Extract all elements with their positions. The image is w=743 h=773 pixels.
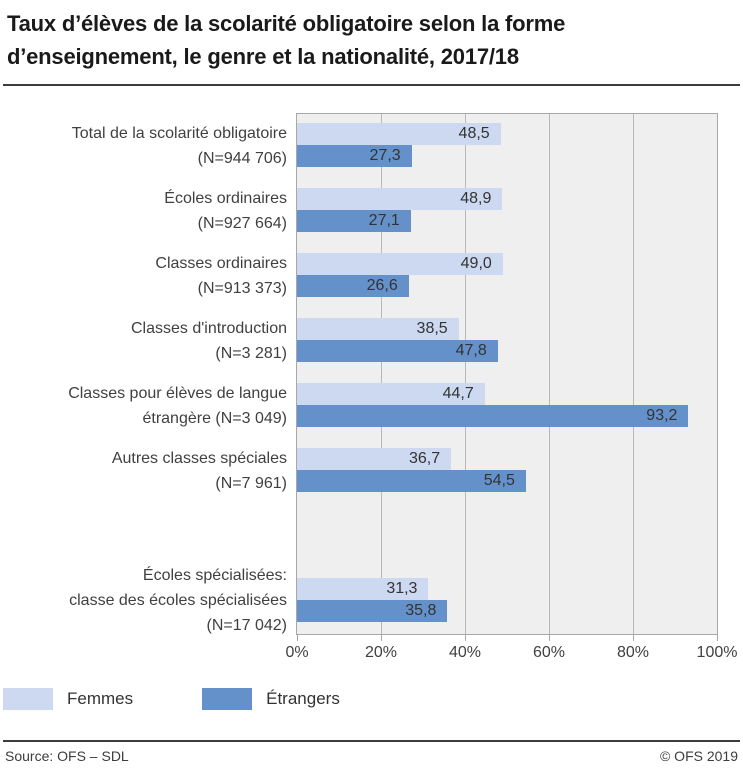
footer-divider [3, 740, 740, 742]
bar-value-label: 27,1 [368, 212, 400, 229]
legend-swatch-femmes [3, 688, 53, 710]
plot-area: 48,5 27,3 48,9 27,1 49,0 26,6 38,5 47,8 44,7 93,2… [296, 113, 718, 635]
category-label-line: Écoles spécialisées: [142, 567, 287, 584]
bar-value-label: 48,9 [460, 190, 492, 207]
category-label-line: Écoles ordinaires [164, 189, 287, 207]
x-axis-tick [548, 635, 550, 641]
page-title-line-2: d’enseignement, le genre et la nationali… [7, 44, 519, 69]
source-note: Source: OFS – SDL [5, 748, 129, 764]
bar-etrangers: 26,6 [297, 275, 409, 297]
category-label-line: étrangère (N=3 049) [142, 409, 287, 427]
category-label-line: Classes pour élèves de langue [68, 384, 287, 402]
x-axis-tick-label: 40% [448, 644, 482, 661]
bar-femmes: 49,0 [297, 253, 503, 275]
category-label-line: Classes ordinaires [155, 254, 287, 272]
x-axis-tick-label: 60% [532, 644, 566, 661]
vertical-gridline [632, 114, 634, 634]
bar-value-label: 54,5 [483, 472, 515, 489]
bar-value-label: 35,8 [405, 602, 437, 619]
copyright-note: © OFS 2019 [659, 748, 738, 764]
category-label-line: (N=3 281) [215, 344, 287, 362]
x-axis-tick-label: 100% [696, 644, 738, 661]
category-label: Classes pour élèves de langue étrangère (… [2, 373, 287, 438]
category-label-line: Classes d'introduction [130, 319, 287, 337]
bar-value-label: 38,5 [416, 320, 448, 337]
bar-femmes: 48,5 [297, 123, 501, 145]
bar-value-label: 27,3 [369, 147, 401, 164]
bar-femmes: 36,7 [297, 448, 452, 470]
footer: Source: OFS – SDL © OFS 2019 [0, 742, 743, 764]
x-axis-tick [716, 635, 718, 641]
bar-value-label: 48,5 [458, 125, 490, 142]
category-label-line: Autres classes spéciales [111, 449, 287, 467]
category-labels: Total de la scolarité obligatoire (N=944 … [0, 113, 287, 635]
x-axis-tick [464, 635, 466, 641]
category-label-line: (N=17 042) [206, 617, 288, 634]
bar-value-label: 49,0 [460, 255, 492, 272]
category-label-line: (N=913 373) [197, 279, 287, 297]
bar-value-label: 93,2 [646, 407, 678, 424]
category-label: Classes d'introduction (N=3 281) [2, 308, 287, 373]
bar-etrangers: 47,8 [297, 340, 498, 362]
category-label-line: (N=944 706) [197, 149, 287, 167]
category-label-line: classe des écoles spécialisées [69, 592, 287, 609]
bar-chart: Total de la scolarité obligatoire (N=944 … [0, 113, 743, 668]
category-label-line: (N=7 961) [215, 474, 287, 492]
category-label: Écoles ordinaires (N=927 664) [2, 178, 287, 243]
bar-etrangers: 93,2 [297, 405, 689, 427]
bar-etrangers: 27,1 [297, 210, 411, 232]
vertical-gridline [464, 114, 466, 634]
bar-value-label: 26,6 [366, 277, 398, 294]
x-axis: 0% 20% 40% 60% 80% 100% [285, 635, 737, 668]
legend-label-femmes: Femmes [67, 689, 134, 708]
legend: Femmes Étrangers [3, 688, 743, 710]
x-axis-tick [380, 635, 382, 641]
x-axis-tick-label: 0% [285, 644, 309, 661]
bar-etrangers: 54,5 [297, 470, 526, 492]
x-axis-tick-label: 20% [364, 644, 398, 661]
category-label: Autres classes spéciales (N=7 961) [2, 438, 287, 503]
bar-etrangers: 35,8 [297, 600, 448, 622]
category-label: Écoles spécialisées: classe des écoles sp… [2, 567, 287, 634]
legend-swatch-etrangers [202, 688, 253, 710]
bar-femmes: 44,7 [297, 383, 485, 405]
bar-value-label: 47,8 [455, 342, 487, 359]
vertical-gridline [548, 114, 550, 634]
bar-femmes: 31,3 [297, 578, 429, 600]
title-divider [3, 84, 740, 86]
chart-header: Taux d’élèves de la scolarité obligatoir… [0, 0, 743, 73]
category-label: Classes ordinaires (N=913 373) [2, 243, 287, 308]
page-title-line-1: Taux d’élèves de la scolarité obligatoir… [7, 11, 566, 36]
bar-value-label: 36,7 [408, 450, 441, 467]
vertical-gridline [380, 114, 382, 634]
x-axis-tick [632, 635, 634, 641]
legend-label-etrangers: Étrangers [266, 689, 340, 708]
x-axis-tick-label: 80% [616, 644, 650, 661]
bar-femmes: 38,5 [297, 318, 459, 340]
bar-value-label: 44,7 [442, 385, 474, 402]
category-label: Total de la scolarité obligatoire (N=944 … [2, 113, 287, 178]
bar-femmes: 48,9 [297, 188, 503, 210]
x-axis-tick [296, 635, 298, 641]
category-label-line: Total de la scolarité obligatoire [71, 124, 287, 142]
category-label-line: (N=927 664) [197, 214, 287, 232]
bar-etrangers: 27,3 [297, 145, 412, 167]
bar-value-label: 31,3 [386, 580, 418, 597]
